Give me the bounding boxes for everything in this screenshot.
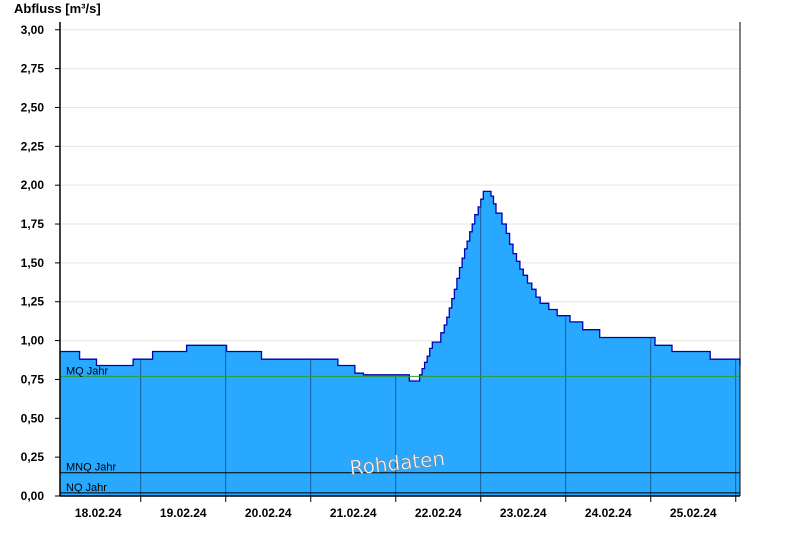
y-tick-label-9: 2,25: [21, 139, 45, 153]
reference-lines: MQ Jahr MNQ Jahr NQ Jahr: [60, 365, 740, 494]
reference-label-2: NQ Jahr: [66, 482, 107, 494]
x-tick-labels: 18.02.24 19.02.24 20.02.24 21.02.24 22.02.24…: [75, 496, 737, 520]
x-tick-label-5: 23.02.24: [500, 506, 547, 520]
y-tick-label-1: 0,25: [21, 450, 45, 464]
y-tick-label-2: 0,50: [21, 411, 45, 425]
y-tick-label-3: 0,75: [21, 372, 45, 386]
day-divider-lines: [140, 199, 737, 496]
x-tick-label-1: 19.02.24: [160, 506, 207, 520]
axes: [59, 22, 741, 497]
area-fill: [60, 191, 740, 496]
y-tick-label-7: 1,75: [21, 217, 45, 231]
y-tick-label-0: 0,00: [21, 489, 45, 503]
discharge-area: [60, 190, 741, 496]
y-tick-label-10: 2,50: [21, 100, 45, 114]
y-axis-label: Abfluss [m³/s]: [14, 1, 101, 16]
x-tick-label-2: 20.02.24: [245, 506, 292, 520]
y-tick-label-8: 2,00: [21, 178, 45, 192]
x-tick-label-7: 25.02.24: [670, 506, 717, 520]
y-tick-label-6: 1,50: [21, 256, 45, 270]
y-tick-labels: 0,00 0,25 0,50 0,75 1,00 1,25 1,50 1,75 2,00 2,25…: [21, 23, 60, 503]
reference-label-0: MQ Jahr: [66, 365, 109, 377]
reference-label-1: MNQ Jahr: [66, 462, 116, 474]
y-tick-label-5: 1,25: [21, 295, 45, 309]
y-tick-label-11: 2,75: [21, 62, 45, 76]
y-tick-label-12: 3,00: [21, 23, 45, 37]
x-tick-label-3: 21.02.24: [330, 506, 377, 520]
x-tick-label-0: 18.02.24: [75, 506, 122, 520]
y-tick-label-4: 1,00: [21, 334, 45, 348]
x-tick-label-6: 24.02.24: [585, 506, 632, 520]
x-tick-label-4: 22.02.24: [415, 506, 462, 520]
area-outline: [60, 190, 741, 382]
